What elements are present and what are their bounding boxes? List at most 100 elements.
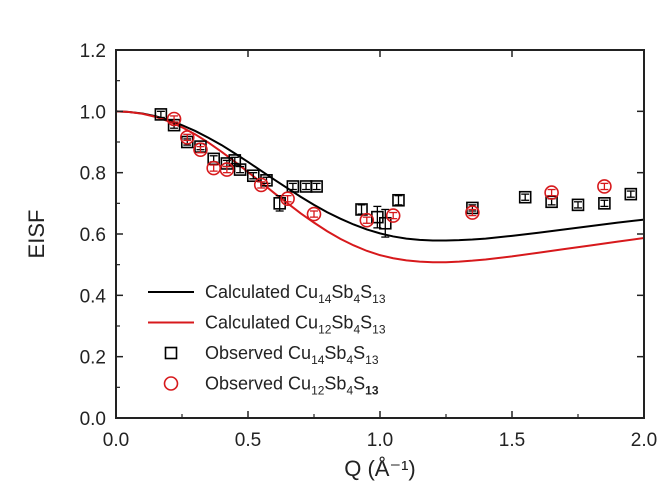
observed-circle-point [280, 191, 295, 207]
observed-circle-point [306, 206, 322, 222]
legend-subscript: 4 [346, 384, 353, 398]
observed-circle-point [166, 111, 182, 127]
circle-marker [359, 212, 375, 228]
square-marker [310, 180, 323, 193]
observed-square-point [518, 190, 532, 204]
legend-subscript: 4 [353, 323, 360, 337]
curves-layer [115, 110, 645, 264]
legend-subscript: 4 [346, 353, 353, 367]
markers-layer [154, 108, 638, 238]
x-tick-label: 2.0 [631, 430, 657, 451]
legend-text-part: S [360, 282, 372, 302]
legend-subscript: 4 [353, 292, 360, 306]
observed-circle-point [253, 177, 269, 193]
circle-marker [193, 142, 208, 157]
observed-circle-point [219, 162, 235, 177]
square-marker [355, 203, 368, 216]
legend-label: Calculated Cu14Sb4S13 [205, 282, 386, 306]
observed-square-point [392, 193, 405, 207]
circle-marker [166, 111, 182, 127]
observed-square-point [233, 163, 247, 176]
legend-text-part: S [353, 374, 365, 394]
circle-marker [219, 162, 235, 177]
legend-subscript: 12 [311, 384, 325, 398]
legend-text-part: Observed Cu [205, 343, 311, 363]
legend-text-part: Calculated Cu [205, 282, 318, 302]
y-tick-label: 0.0 [80, 409, 106, 430]
square-marker [286, 180, 300, 193]
observed-circle-point [465, 205, 480, 220]
legend-text-part: Sb [331, 282, 353, 302]
circle-marker [597, 179, 612, 194]
observed-circle-point [544, 185, 559, 200]
legend-text-part: Sb [331, 313, 353, 333]
y-tick-label: 0.4 [80, 286, 107, 307]
legend-label: Calculated Cu12Sb4S13 [205, 313, 386, 337]
legend-text-part: S [360, 313, 372, 333]
y-tick-label: 1.0 [80, 102, 106, 123]
calculated-curve-2 [115, 110, 645, 264]
observed-square-point [299, 180, 313, 193]
square-marker [392, 193, 405, 207]
circle-marker [280, 191, 295, 207]
circle-marker [306, 206, 322, 222]
legend-text-part: Observed Cu [205, 374, 311, 394]
observed-square-point [273, 195, 286, 212]
observed-circle-point [193, 142, 208, 157]
legend-subscript: 12 [318, 323, 332, 337]
observed-square-point [571, 198, 585, 212]
legend-entry: Calculated Cu14Sb4S13 [148, 282, 386, 306]
legend-entry: Observed Cu12Sb4S13 [163, 374, 379, 398]
calculated-curve-1 [115, 110, 645, 242]
legend-label: Observed Cu14Sb4S13 [205, 343, 379, 367]
x-tick-label: 1.0 [367, 430, 393, 451]
y-tick-label: 0.8 [80, 164, 106, 185]
axes-layer: 0.0 0.5 1.0 1.5 2.0 0.0 0.2 0.4 0.6 0.8 1.0 1.2 Q (Å… [24, 41, 657, 481]
legend-subscript: 13 [372, 292, 386, 306]
x-tick-label: 1.5 [499, 430, 525, 451]
legend-subscript: 14 [318, 292, 332, 306]
square-marker [273, 197, 286, 210]
y-tick-label: 0.2 [80, 348, 106, 369]
observed-circle-point [597, 179, 612, 194]
square-marker [518, 190, 532, 204]
legend-entry: Calculated Cu12Sb4S13 [148, 313, 386, 337]
observed-square-point [310, 180, 323, 193]
square-marker [233, 163, 247, 176]
observed-circle-point [179, 130, 195, 145]
x-tick-label: 0.0 [103, 430, 129, 451]
legend-subscript: 13 [365, 353, 379, 367]
observed-square-point [154, 108, 168, 121]
legend-square-swatch [164, 346, 178, 360]
circle-marker [465, 205, 480, 220]
observed-circle-point [206, 160, 221, 176]
legend-circle-swatch [163, 376, 179, 391]
y-tick-label: 0.6 [80, 225, 106, 246]
legend-text-part: Sb [324, 343, 346, 363]
square-marker [246, 169, 260, 183]
observed-square-point [598, 197, 611, 210]
legend-subscript: 13 [372, 323, 386, 337]
square-marker [260, 174, 273, 187]
circle-marker [544, 185, 559, 200]
observed-square-point [246, 169, 260, 183]
x-tick-label: 0.5 [235, 430, 261, 451]
square-marker [378, 216, 392, 230]
square-marker [598, 197, 611, 210]
observed-square-point [378, 208, 392, 238]
legend-subscript: 14 [311, 353, 325, 367]
observed-square-point [624, 187, 638, 201]
circle-marker [253, 177, 269, 193]
circle-marker [385, 208, 401, 223]
circle-marker [179, 130, 195, 145]
legend-text-part: Calculated Cu [205, 313, 318, 333]
legend-subscript: 13 [365, 384, 379, 398]
y-tick-label: 1.2 [80, 41, 106, 62]
observed-circle-point [385, 208, 401, 223]
legend-text-part: Sb [324, 374, 346, 394]
observed-circle-point [359, 212, 375, 228]
legend-text-part: S [353, 343, 365, 363]
observed-square-point [286, 180, 300, 193]
